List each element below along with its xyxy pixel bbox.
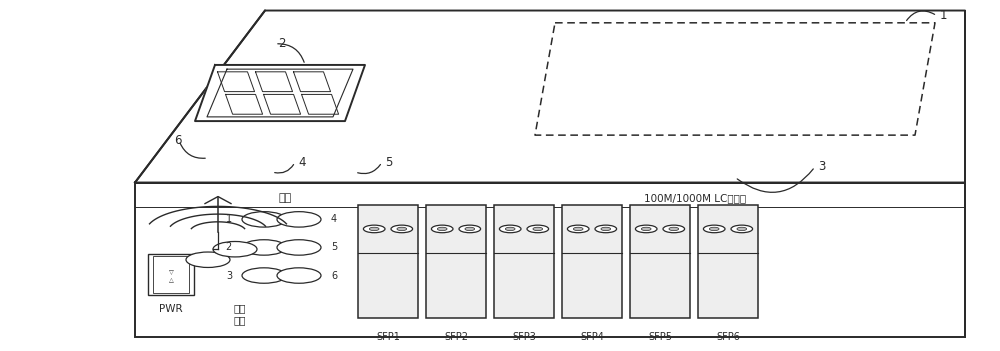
Text: 3: 3 bbox=[818, 160, 825, 173]
Circle shape bbox=[242, 268, 286, 283]
Circle shape bbox=[277, 240, 321, 255]
Circle shape bbox=[635, 225, 657, 233]
Circle shape bbox=[527, 225, 549, 233]
Circle shape bbox=[669, 227, 679, 231]
Bar bbox=[494, 205, 554, 318]
Circle shape bbox=[465, 227, 475, 231]
Circle shape bbox=[363, 225, 385, 233]
Circle shape bbox=[709, 227, 719, 231]
Circle shape bbox=[595, 225, 617, 233]
Text: 6: 6 bbox=[331, 271, 337, 280]
Bar bbox=[135, 183, 965, 337]
Circle shape bbox=[242, 240, 286, 255]
Bar bbox=[698, 205, 758, 318]
Circle shape bbox=[567, 225, 589, 233]
Text: SFP5: SFP5 bbox=[648, 332, 672, 342]
Circle shape bbox=[533, 227, 543, 231]
Text: 延时
告警: 延时 告警 bbox=[234, 304, 246, 325]
Circle shape bbox=[437, 227, 447, 231]
Text: 3: 3 bbox=[226, 271, 232, 280]
Circle shape bbox=[499, 225, 521, 233]
Bar bbox=[562, 205, 622, 318]
Text: SFP3: SFP3 bbox=[512, 332, 536, 342]
Circle shape bbox=[641, 227, 651, 231]
Bar bbox=[630, 205, 690, 318]
Text: 2: 2 bbox=[226, 243, 232, 252]
Text: 状态: 状态 bbox=[278, 193, 292, 203]
Bar bbox=[358, 205, 418, 318]
Text: 1: 1 bbox=[940, 9, 948, 22]
Bar bbox=[148, 254, 194, 295]
Circle shape bbox=[277, 212, 321, 227]
Circle shape bbox=[731, 225, 753, 233]
Text: 6: 6 bbox=[174, 134, 182, 147]
Circle shape bbox=[397, 227, 407, 231]
Text: 100M/1000M LC光接口: 100M/1000M LC光接口 bbox=[644, 193, 746, 203]
Text: 4: 4 bbox=[298, 155, 306, 169]
Circle shape bbox=[391, 225, 413, 233]
Text: 5: 5 bbox=[331, 243, 337, 252]
Text: 1: 1 bbox=[226, 214, 232, 224]
Circle shape bbox=[505, 227, 515, 231]
Circle shape bbox=[601, 227, 611, 231]
Text: SFP1: SFP1 bbox=[376, 332, 400, 342]
Text: SFP4: SFP4 bbox=[580, 332, 604, 342]
Circle shape bbox=[242, 212, 286, 227]
Circle shape bbox=[213, 241, 257, 257]
Text: 2: 2 bbox=[278, 37, 286, 51]
Bar bbox=[426, 205, 486, 318]
Text: 4: 4 bbox=[331, 214, 337, 224]
Circle shape bbox=[369, 227, 379, 231]
Circle shape bbox=[663, 225, 685, 233]
Text: PWR: PWR bbox=[159, 304, 183, 313]
Circle shape bbox=[431, 225, 453, 233]
Polygon shape bbox=[135, 11, 965, 183]
Text: SFP6: SFP6 bbox=[716, 332, 740, 342]
Text: 5: 5 bbox=[385, 155, 392, 169]
Text: △: △ bbox=[169, 277, 173, 283]
Circle shape bbox=[573, 227, 583, 231]
Circle shape bbox=[703, 225, 725, 233]
Circle shape bbox=[459, 225, 481, 233]
Bar bbox=[153, 256, 189, 293]
Circle shape bbox=[186, 252, 230, 267]
Circle shape bbox=[277, 268, 321, 283]
Text: ▽: ▽ bbox=[169, 270, 173, 276]
Circle shape bbox=[737, 227, 747, 231]
Polygon shape bbox=[195, 65, 365, 121]
Text: SFP2: SFP2 bbox=[444, 332, 468, 342]
